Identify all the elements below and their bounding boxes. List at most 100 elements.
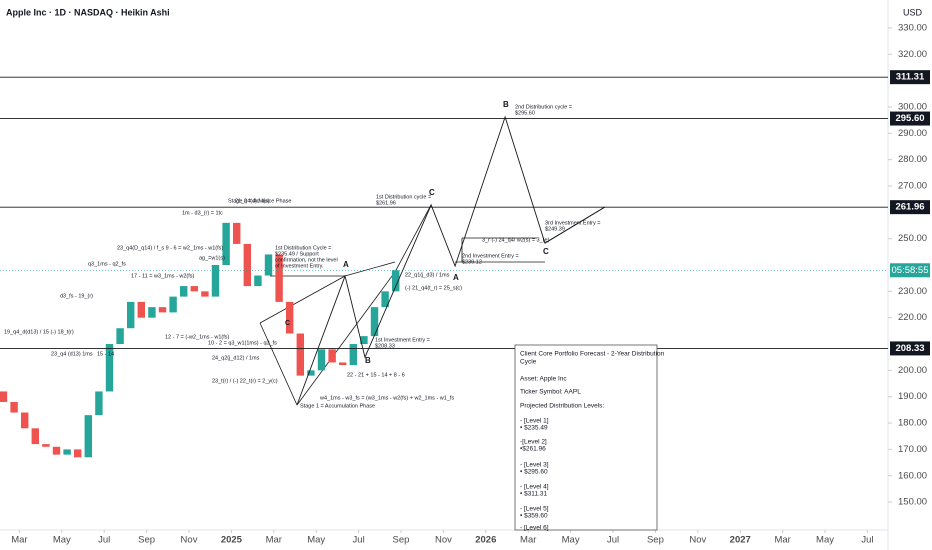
y-tick-label: 180.00: [898, 418, 927, 429]
candle: [126, 301, 135, 329]
candle: [190, 286, 199, 292]
note-line: • $359.60: [520, 513, 548, 520]
projection-line: [296, 115, 606, 406]
x-tick-label: Nov: [689, 535, 706, 546]
x-tick-label: May: [562, 535, 580, 546]
y-tick-label: 280.00: [898, 154, 927, 165]
x-tick-label: May: [816, 535, 834, 546]
annotation: 22_q1(j_d3) / 1ms: [405, 272, 450, 278]
note-line: Asset: Apple Inc: [520, 376, 567, 383]
annotation: 10 - 2 = q3_w1(1ms) - q3_fs: [208, 340, 277, 346]
annotation: confirmation, not the level: [275, 257, 338, 263]
annotation: w4_1ms - w3_fs = (w3_1ms - w2(fs) + w2_1…: [319, 395, 454, 401]
y-tick-label: 170.00: [898, 444, 927, 455]
candle: [339, 362, 347, 366]
y-tick-label: 250.00: [898, 233, 927, 244]
annotation: B: [503, 100, 509, 109]
candle: [116, 328, 124, 345]
x-tick-label: Mar: [774, 535, 790, 546]
candle: [317, 349, 326, 371]
candle: [95, 391, 103, 416]
candle: [349, 344, 358, 366]
annotation: C: [285, 320, 290, 327]
candle: [158, 307, 167, 313]
annotation: 23_q4 (d13) 1ms: [51, 351, 93, 357]
price-tag: [890, 263, 930, 278]
annotation: 23_t(r) / (-) 22_t(r) = 2_y(c): [212, 378, 278, 384]
level-tag: [890, 341, 930, 356]
level-tag: [890, 70, 930, 85]
y-tick-label: 300.00: [898, 101, 927, 112]
note-line: - [Level 5]: [520, 506, 549, 513]
note-line: Cycle: [520, 359, 537, 366]
candle: [179, 286, 188, 297]
x-tick-label: May: [53, 535, 71, 546]
note-line: -[Level 2]: [520, 439, 547, 446]
note-line: - [Level 1]: [520, 418, 549, 425]
annotation: $295.60: [515, 110, 535, 116]
annotation: 1st Distribution Cycle =: [275, 245, 331, 251]
level-label: 261.96: [895, 202, 924, 213]
candle: [286, 301, 294, 334]
annotation: q3_1ms - q2_fs: [88, 261, 126, 267]
candle: [73, 449, 82, 458]
x-tick-label: 2026: [475, 535, 496, 546]
currency: USD: [903, 7, 923, 17]
x-tick-label: Mar: [266, 535, 282, 546]
x-tick-label: Jul: [353, 535, 365, 546]
candle: [201, 291, 209, 297]
y-tick-label: 330.00: [898, 22, 927, 33]
y-tick-label: 220.00: [898, 312, 927, 323]
candle: [232, 222, 241, 244]
annotation: Stage 2 = Advance Phase: [228, 198, 291, 204]
countdown: 05:58:55: [892, 265, 929, 276]
y-tick-label: 160.00: [898, 470, 927, 481]
annotation: 1st Distribution cycle =: [376, 194, 431, 200]
level-tag: [890, 111, 930, 126]
annotation: A: [453, 273, 459, 282]
x-tick-label: Sep: [138, 535, 155, 546]
note-box-frame: [514, 344, 658, 531]
annotation: 23_q4(D_q14) / f_s 9 - 6 = w2_1ms - w1(f…: [117, 245, 223, 251]
x-tick-label: Mar: [11, 535, 27, 546]
y-tick-label: 290.00: [898, 128, 927, 139]
candle: [42, 444, 50, 447]
level-label: 295.60: [895, 113, 924, 124]
candle: [31, 428, 40, 445]
annotation: of Investment Entry.: [275, 263, 324, 269]
x-tick-label: Mar: [520, 535, 536, 546]
annotation: ag_=w1(s): [199, 255, 225, 261]
annotation: 1m - d3_(r) = 1tc: [182, 210, 223, 216]
candle: [254, 275, 262, 287]
annotation: $239.12: [462, 259, 482, 265]
y-tick-label: 320.00: [898, 49, 927, 60]
annotation: $261.96: [376, 200, 396, 206]
annotation: 15 - 14: [97, 351, 114, 357]
candle: [392, 270, 400, 292]
note-line: • $235.49: [520, 425, 548, 432]
x-tick-label: Jul: [98, 535, 110, 546]
note-line: - [Level 3]: [520, 462, 549, 469]
candle: [63, 449, 71, 455]
note-line: Ticker Symbol: AAPL: [520, 389, 581, 396]
annotation: B: [365, 356, 371, 365]
annotation: A: [343, 260, 349, 269]
annotation: 2nd Investment Entry =: [462, 253, 519, 259]
annotation: 12 - 7 = (-w2_1ms - w1(fs): [165, 334, 230, 340]
annotation: 3_r (-) 24_q4/ w2(s) = 3_(e): [482, 237, 550, 243]
note-line: Projected Distribution Levels:: [520, 403, 604, 410]
annotation: d3_fs - 19_(r): [60, 293, 93, 299]
candle: [328, 349, 336, 363]
y-tick-label: 270.00: [898, 180, 927, 191]
x-tick-label: Jul: [861, 535, 873, 546]
candle: [296, 333, 305, 376]
candle: [381, 291, 389, 308]
candle: [105, 344, 114, 392]
candle: [137, 301, 146, 318]
note-line: •$261.96: [520, 446, 546, 453]
candle: [148, 307, 156, 318]
chart-title: Apple Inc · 1D · NASDAQ · Heikin Ashi: [6, 7, 170, 17]
x-tick-label: Sep: [647, 535, 664, 546]
